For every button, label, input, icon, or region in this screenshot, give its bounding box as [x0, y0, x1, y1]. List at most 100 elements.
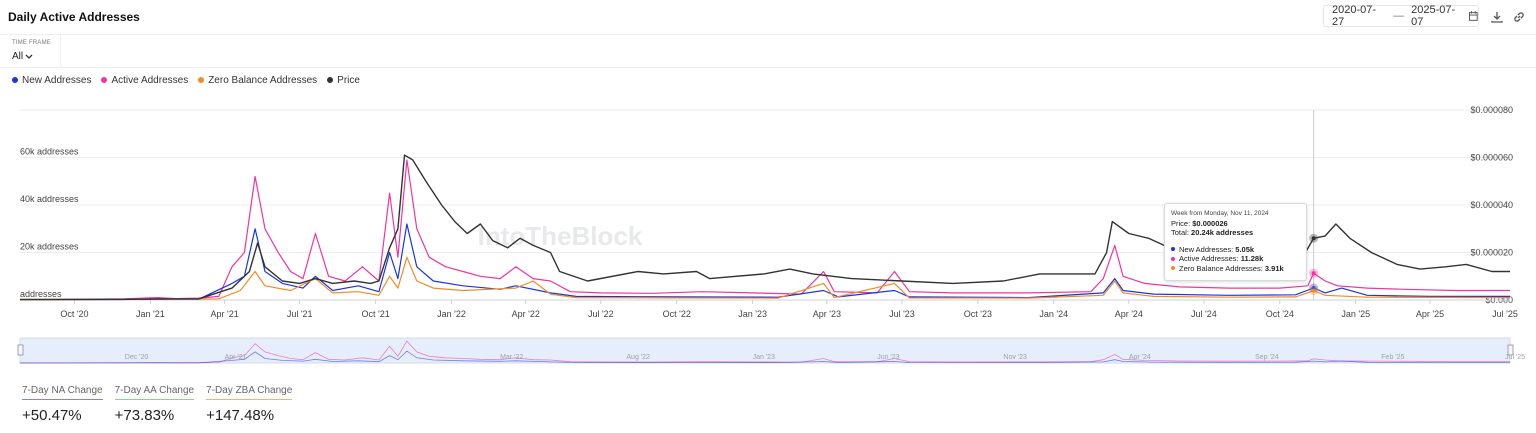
navigator-label: Apr '21: [225, 354, 247, 361]
x-tick-label: Oct '23: [964, 309, 992, 319]
x-tick-label: Jul '22: [588, 309, 614, 319]
divider: [0, 34, 1536, 35]
tooltip-zero-balance-addresses: Zero Balance Addresses: 3.91k: [1171, 264, 1300, 274]
x-tick-label: Apr '23: [813, 309, 841, 319]
download-icon[interactable]: [1490, 10, 1504, 24]
legend-item-price[interactable]: Price: [327, 75, 360, 86]
x-tick-label: Oct '22: [663, 309, 691, 319]
x-tick-label: Apr '25: [1416, 309, 1444, 319]
x-tick-label: Jan '22: [437, 309, 466, 319]
series-line-active-addresses: [19, 159, 1510, 301]
stat-value: +73.83%: [114, 407, 175, 424]
hover-marker: [1311, 236, 1316, 241]
legend-dot: [12, 77, 18, 83]
hover-marker: [1311, 271, 1316, 276]
link-icon[interactable]: [1512, 10, 1526, 24]
date-separator: —: [1393, 10, 1405, 22]
y-right-tick-label: $0.000080: [1470, 105, 1513, 115]
date-range-picker[interactable]: 2020-07-27 — 2025-07-07: [1323, 4, 1479, 28]
navigator-label: Jan '23: [753, 354, 775, 361]
x-tick-label: Oct '21: [361, 309, 389, 319]
series-line-price: [19, 154, 1510, 301]
stat-value: +147.48%: [206, 407, 275, 424]
change-stats: 7-Day NA Change +50.47% 7-Day AA Change …: [22, 385, 304, 424]
chart-legend: New Addresses Active Addresses Zero Bala…: [12, 73, 370, 87]
legend-item-new-addresses[interactable]: New Addresses: [12, 75, 91, 86]
chevron-down-icon: [25, 54, 33, 59]
navigator-label: Aug '22: [626, 354, 650, 361]
divider: [0, 67, 1536, 68]
legend-item-active-addresses[interactable]: Active Addresses: [101, 75, 188, 86]
y-left-tick-label: 60k addresses: [20, 147, 79, 157]
date-start: 2020-07-27: [1332, 4, 1377, 28]
navigator-label: Nov '23: [1003, 354, 1027, 361]
tooltip-total-label: Total:: [1171, 228, 1189, 237]
tooltip-total: Total: 20.24k addresses: [1171, 228, 1300, 238]
x-tick-label: Jul '24: [1191, 309, 1217, 319]
calendar-icon[interactable]: [1469, 11, 1478, 21]
stat-label: 7-Day NA Change: [22, 385, 103, 400]
legend-label: New Addresses: [22, 74, 92, 86]
series-line-zero-balance-addresses: [19, 256, 1511, 301]
x-tick-label: Oct '20: [60, 309, 88, 319]
chart-area[interactable]: $0.000$0.000020$0.000040$0.000060$0.0000…: [0, 95, 1536, 385]
tooltip-price: Price: $0.000026: [1171, 219, 1300, 229]
header: Daily Active Addresses 2020-07-27 — 2025…: [0, 0, 1536, 34]
legend-label: Price: [337, 74, 360, 86]
navigator-label: Dec '20: [125, 354, 149, 361]
y-left-tick-label: addresses: [20, 289, 62, 299]
navigator-label: Mar '22: [500, 354, 523, 361]
stat-na-change: 7-Day NA Change +50.47%: [22, 385, 103, 424]
tooltip-price-value: $0.000026: [1192, 218, 1228, 228]
x-tick-label: Jul '25: [1492, 309, 1518, 319]
tooltip-price-label: Price:: [1171, 218, 1191, 228]
chart-title: Daily Active Addresses: [8, 10, 140, 24]
timeframe-label: TIME FRAME: [12, 40, 51, 46]
date-end: 2025-07-07: [1411, 4, 1456, 28]
tooltip-aa-value: 11.28k: [1240, 254, 1264, 263]
navigator-series: [19, 340, 1510, 364]
stat-label: 7-Day AA Change: [114, 385, 195, 400]
x-tick-label: Oct '24: [1266, 309, 1294, 319]
legend-item-zero-balance-addresses[interactable]: Zero Balance Addresses: [198, 75, 317, 86]
tooltip-new-addresses: New Addresses: 5.05k: [1171, 245, 1300, 255]
legend-dot: [101, 77, 108, 83]
x-tick-label: Jan '24: [1039, 309, 1068, 319]
timeframe-select[interactable]: All: [12, 51, 33, 62]
x-tick-label: Apr '24: [1115, 309, 1143, 319]
tooltip-zba-value: 3.91k: [1264, 263, 1284, 273]
stat-value: +50.47%: [22, 407, 82, 424]
tooltip-dot: [1171, 247, 1175, 252]
x-tick-label: Jan '21: [136, 309, 165, 319]
timeframe-value: All: [12, 51, 24, 62]
y-left-tick-label: 40k addresses: [20, 194, 79, 204]
tooltip-total-value: 20.24k addresses: [1191, 228, 1254, 237]
legend-label: Active Addresses: [111, 74, 189, 86]
tooltip-na-label: New Addresses:: [1179, 244, 1234, 254]
y-right-tick-label: $0.000060: [1470, 153, 1513, 163]
x-tick-label: Jan '23: [738, 309, 767, 319]
x-tick-label: Jul '23: [889, 309, 915, 319]
legend-dot: [198, 77, 205, 83]
tooltip-dot: [1171, 266, 1175, 271]
hover-marker: [1311, 288, 1316, 293]
y-right-tick-label: $0.000040: [1470, 200, 1513, 210]
navigator-handle[interactable]: [1507, 344, 1514, 356]
x-tick-label: Jan '25: [1341, 309, 1370, 319]
chart-tooltip: Week from Monday, Nov 11, 2024 Price: $0…: [1164, 203, 1307, 281]
stat-aa-change: 7-Day AA Change +73.83%: [114, 385, 195, 424]
x-tick-label: Apr '22: [512, 309, 540, 319]
tooltip-active-addresses: Active Addresses: 11.28k: [1171, 254, 1300, 264]
navigator-handle[interactable]: [17, 344, 24, 356]
navigator-label: Jun '23: [877, 354, 899, 361]
navigator-label: Apr '24: [1129, 354, 1151, 361]
x-tick-label: Jul '21: [287, 309, 313, 319]
stat-label: 7-Day ZBA Change: [206, 385, 293, 400]
series-line-new-addresses: [19, 223, 1510, 301]
y-right-tick-label: $0.000020: [1470, 248, 1513, 258]
tooltip-week: Week from Monday, Nov 11, 2024: [1171, 210, 1269, 217]
tooltip-zba-label: Zero Balance Addresses:: [1179, 263, 1263, 273]
watermark-text: IntoTheBlock: [478, 221, 643, 251]
stat-zba-change: 7-Day ZBA Change +147.48%: [206, 385, 293, 424]
x-tick-label: Apr '21: [210, 309, 238, 319]
